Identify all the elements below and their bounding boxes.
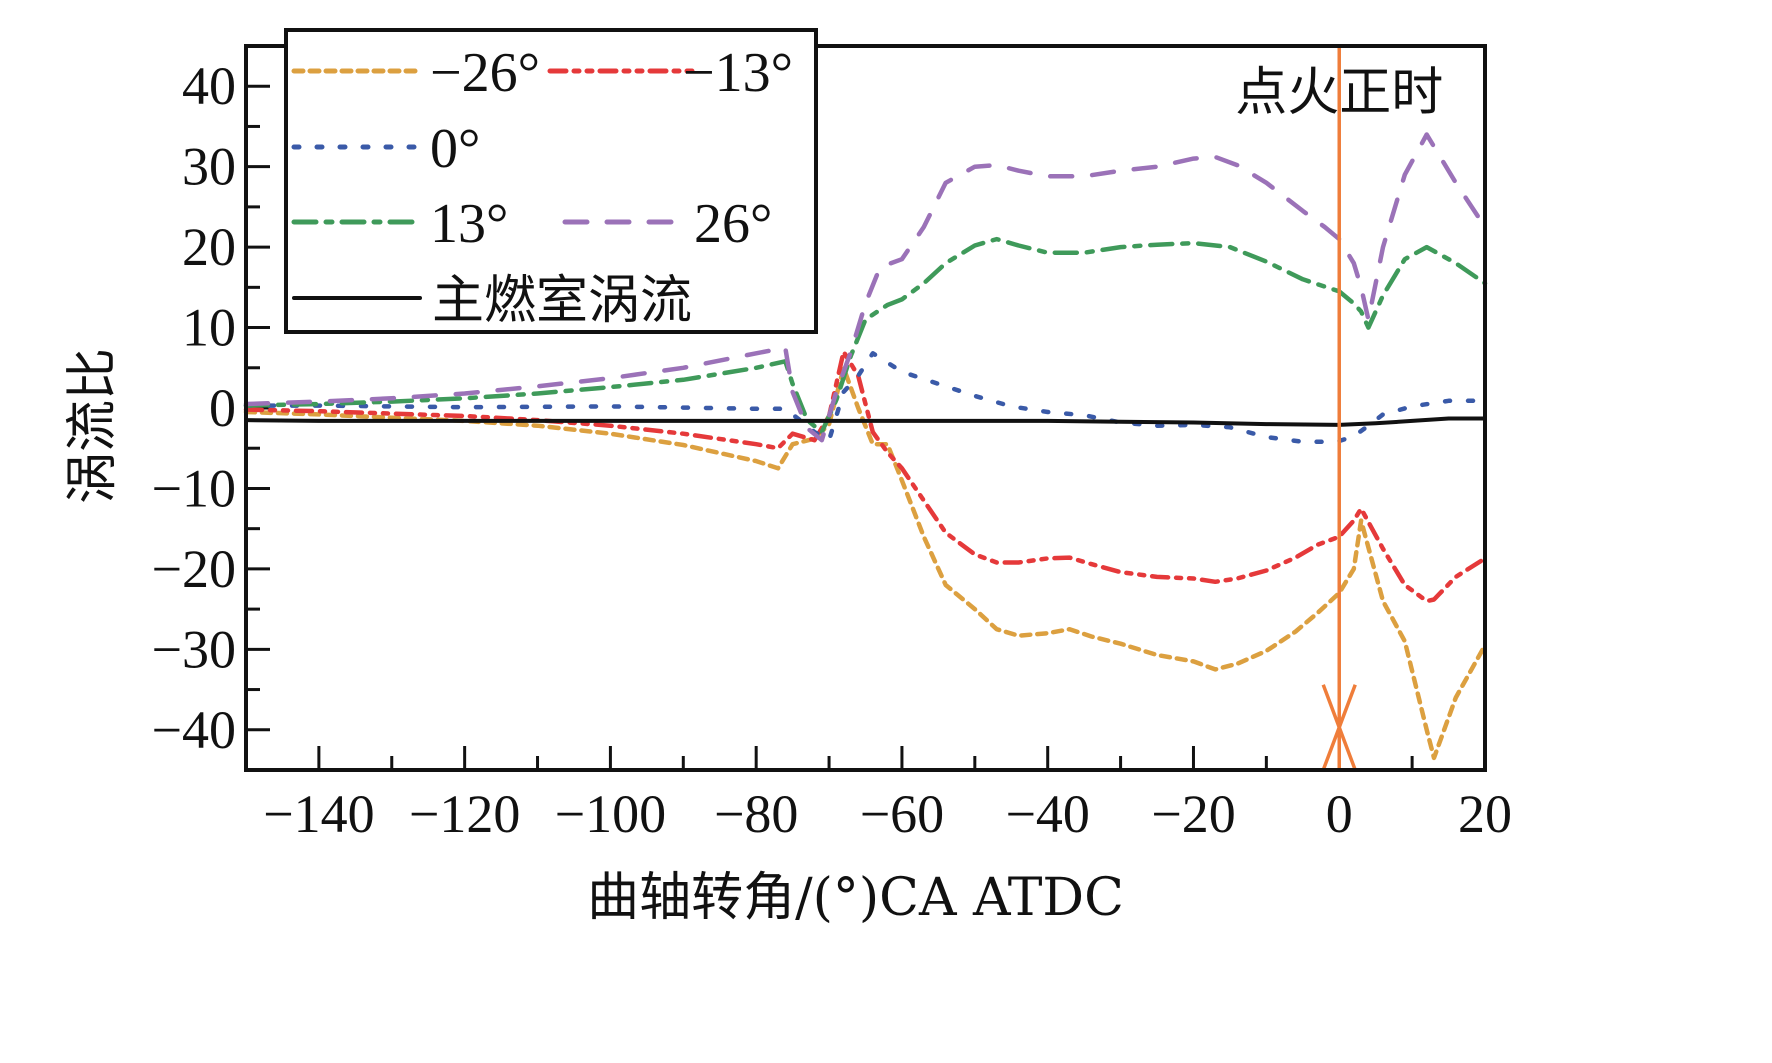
- y-tick-label: −20: [152, 539, 236, 599]
- y-tick-label: −40: [152, 700, 236, 760]
- y-tick-labels: 40 30 20 10 0 −10 −20 −30 −40: [152, 56, 236, 760]
- y-tick-label: −10: [152, 458, 236, 518]
- ignition-timing-label: 点火正时: [1235, 63, 1443, 123]
- series-13: [243, 236, 1488, 435]
- series-line: [243, 236, 1488, 435]
- y-tick-label: 30: [182, 137, 236, 197]
- y-tick-label: 40: [182, 56, 236, 116]
- series-26: [243, 132, 1488, 443]
- legend-label: 26°: [694, 193, 772, 255]
- series-minus26: [243, 365, 1488, 761]
- x-axis-title: 曲轴转角/(°)CA ATDC: [587, 868, 1124, 928]
- ignition-timing-annotation: 点火正时: [1235, 46, 1443, 771]
- x-tick-label: −120: [409, 784, 520, 844]
- legend: −26° −13° 0° 13° 26°主燃室涡流: [284, 28, 818, 334]
- legend-item-13: 13°: [291, 193, 508, 255]
- legend-label: −26°: [430, 42, 540, 104]
- x-tick-label: −60: [860, 784, 944, 844]
- legend-item-26: 26°: [562, 193, 772, 255]
- x-tick-label: −100: [555, 784, 666, 844]
- series-line: [243, 132, 1488, 443]
- plot-frame: [244, 44, 1487, 772]
- legend-box: [284, 28, 818, 334]
- legend-item-main: 主燃室涡流: [292, 271, 692, 331]
- y-tick-label: 0: [209, 378, 236, 438]
- series-line: [244, 416, 1487, 427]
- x-tick-label: −40: [1005, 784, 1089, 844]
- y-tick-label: −30: [152, 619, 236, 679]
- x-tick-label: 0: [1326, 784, 1353, 844]
- legend-label: 主燃室涡流: [432, 271, 692, 331]
- y-tick-label: 20: [182, 217, 236, 277]
- y-axis-title: 涡流比: [63, 348, 123, 504]
- ignition-timing-marker-stroke-2: [1321, 684, 1357, 771]
- x-tick-label: −140: [263, 784, 374, 844]
- legend-item-minus26: −26°: [291, 42, 540, 104]
- series-layer: [243, 132, 1488, 761]
- series-line: [243, 349, 1488, 604]
- x-tick-label: −80: [714, 784, 798, 844]
- legend-item-minus13: −13°: [547, 42, 793, 104]
- series-line: [243, 365, 1488, 761]
- series-main: [244, 416, 1487, 427]
- x-tick-label: −20: [1151, 784, 1235, 844]
- x-tick-label: 20: [1458, 784, 1512, 844]
- legend-label: 0°: [430, 118, 480, 180]
- series-minus13: [243, 349, 1488, 604]
- y-tick-label: 10: [182, 298, 236, 358]
- x-tick-labels: −140 −120 −100 −80 −60 −40 −20 0 20: [263, 784, 1512, 844]
- legend-item-0: 0°: [291, 118, 480, 180]
- legend-label: 13°: [430, 193, 508, 255]
- legend-label: −13°: [683, 42, 793, 104]
